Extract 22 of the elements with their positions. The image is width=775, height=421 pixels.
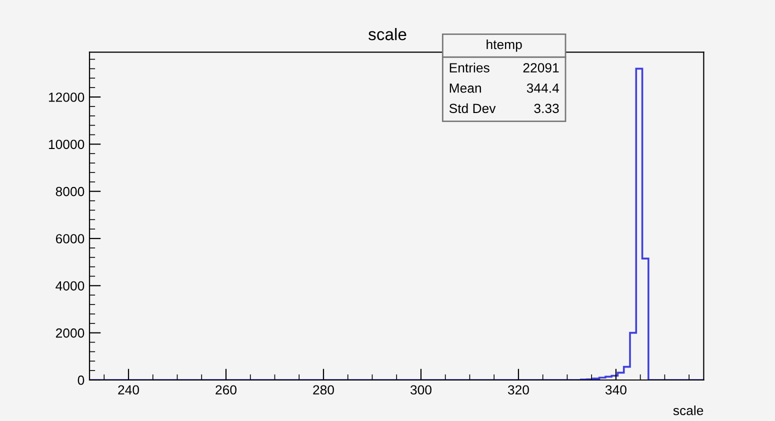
- x-tick-label: 280: [313, 385, 334, 395]
- y-tick-label: 4000: [56, 281, 84, 291]
- annotation: 344.4: [526, 83, 559, 93]
- annotation: 3.33: [534, 104, 559, 114]
- y-tick-label: 6000: [56, 234, 84, 244]
- annotation: Mean: [450, 84, 481, 93]
- chart-title: scale: [368, 28, 406, 40]
- annotation: Std Dev: [449, 103, 496, 114]
- x-tick-label: 320: [508, 385, 529, 395]
- annotation: Entries: [450, 62, 490, 72]
- x-tick-label: 300: [410, 385, 432, 395]
- y-tick-label: 2000: [56, 328, 84, 338]
- annotation: 22091: [523, 63, 559, 72]
- text: htemp: [486, 40, 522, 52]
- y-tick-label: 12000: [48, 92, 84, 102]
- x-tick-label: 340: [605, 385, 626, 395]
- y-tick-label: 10000: [48, 140, 84, 150]
- y-tick-label: 0: [78, 376, 84, 385]
- y-tick-label: 8000: [56, 186, 84, 196]
- x-tick-label: 240: [118, 385, 139, 395]
- x-tick-label: 260: [216, 385, 236, 395]
- x-axis-title: scale: [673, 405, 704, 416]
